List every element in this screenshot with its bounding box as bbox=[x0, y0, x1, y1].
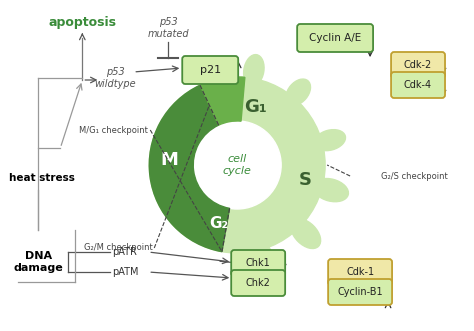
Text: p53
wildtype: p53 wildtype bbox=[94, 67, 136, 89]
FancyBboxPatch shape bbox=[231, 250, 285, 276]
Text: G₁: G₁ bbox=[244, 98, 266, 116]
Text: heat stress: heat stress bbox=[9, 173, 75, 183]
Circle shape bbox=[193, 121, 281, 209]
Ellipse shape bbox=[286, 79, 310, 105]
FancyBboxPatch shape bbox=[231, 270, 285, 296]
FancyBboxPatch shape bbox=[297, 24, 373, 52]
Text: Cdk-2: Cdk-2 bbox=[404, 60, 432, 70]
Text: M/G₁ checkpoint: M/G₁ checkpoint bbox=[79, 125, 148, 134]
Text: Cdk-1: Cdk-1 bbox=[346, 267, 374, 277]
Text: cell
cycle: cell cycle bbox=[223, 154, 252, 176]
Text: Cyclin-B1: Cyclin-B1 bbox=[337, 287, 383, 297]
Wedge shape bbox=[200, 77, 245, 125]
Ellipse shape bbox=[202, 57, 223, 88]
Text: S: S bbox=[299, 171, 311, 189]
Text: G₂/M checkpoint: G₂/M checkpoint bbox=[83, 244, 152, 253]
Text: p21: p21 bbox=[200, 65, 221, 75]
Ellipse shape bbox=[244, 55, 264, 86]
Text: Cyclin A/E: Cyclin A/E bbox=[309, 33, 361, 43]
Wedge shape bbox=[149, 85, 229, 252]
Text: pATM: pATM bbox=[112, 267, 139, 277]
Circle shape bbox=[149, 77, 325, 253]
Text: Cdk-4: Cdk-4 bbox=[404, 80, 432, 90]
FancyBboxPatch shape bbox=[328, 259, 392, 285]
Text: Chk2: Chk2 bbox=[246, 278, 271, 288]
Ellipse shape bbox=[291, 219, 320, 249]
FancyBboxPatch shape bbox=[328, 279, 392, 305]
Ellipse shape bbox=[251, 241, 274, 276]
FancyBboxPatch shape bbox=[391, 52, 445, 78]
Text: G₂/S checkpoint: G₂/S checkpoint bbox=[381, 171, 448, 180]
FancyBboxPatch shape bbox=[391, 72, 445, 98]
Text: M: M bbox=[160, 151, 178, 169]
Ellipse shape bbox=[313, 178, 348, 202]
FancyBboxPatch shape bbox=[182, 56, 238, 84]
Text: Chk1: Chk1 bbox=[246, 258, 271, 268]
Text: p53
mutated: p53 mutated bbox=[147, 17, 189, 39]
Text: pATR: pATR bbox=[112, 247, 137, 257]
Text: DNA
damage: DNA damage bbox=[13, 251, 63, 273]
Text: G₂: G₂ bbox=[210, 215, 229, 230]
Text: apoptosis: apoptosis bbox=[48, 16, 116, 28]
Ellipse shape bbox=[314, 130, 346, 151]
